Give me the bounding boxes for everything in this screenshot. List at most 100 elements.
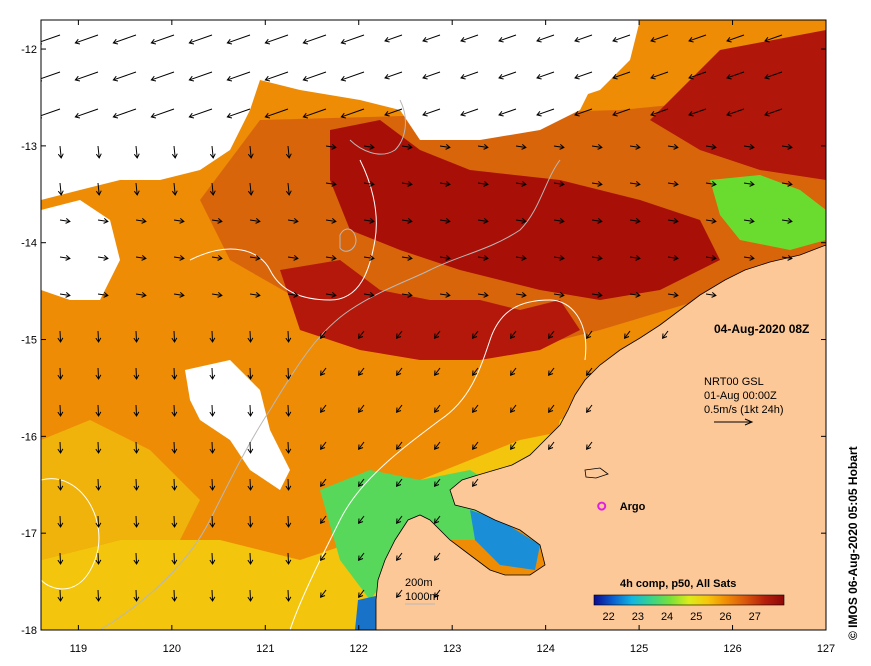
current-vector <box>211 330 214 343</box>
current-vector <box>781 256 792 259</box>
current-vector-head <box>320 333 326 339</box>
current-vector-head <box>320 592 326 598</box>
current-vector-head <box>472 333 478 339</box>
current-vector-head <box>74 38 81 45</box>
current-vector <box>249 515 252 528</box>
current-vector <box>434 441 441 450</box>
current-vector-head <box>209 448 216 454</box>
current-vector <box>591 145 602 148</box>
current-vector-head <box>635 181 641 187</box>
current-vector-head <box>483 292 489 298</box>
cloud-central <box>185 360 290 490</box>
current-vector <box>341 108 365 118</box>
current-vector <box>211 515 214 528</box>
current-vector <box>536 71 555 79</box>
current-vector <box>59 219 70 222</box>
current-vector-head <box>141 292 147 298</box>
current-vector-head <box>209 411 216 417</box>
current-vector <box>363 293 374 296</box>
current-vector-head <box>171 559 178 565</box>
current-vector-head <box>171 153 178 159</box>
current-vector <box>151 34 175 44</box>
current-vector-head <box>285 596 292 602</box>
current-vector-head <box>179 218 185 224</box>
current-vector-head <box>188 75 195 82</box>
current-vector <box>477 293 488 296</box>
current-vector <box>396 515 403 524</box>
current-vector <box>591 293 602 296</box>
current-vector-head <box>171 374 178 380</box>
current-vector <box>515 145 526 148</box>
current-vector-head <box>407 181 413 187</box>
current-vector <box>59 552 62 565</box>
current-vector-head <box>57 522 64 528</box>
current-vector <box>249 589 252 602</box>
current-vector <box>135 145 138 158</box>
current-vector <box>384 34 403 42</box>
current-vector <box>553 256 564 259</box>
current-vector-head <box>179 255 185 261</box>
current-vector <box>287 219 298 222</box>
current-vector <box>325 182 336 185</box>
current-vector-head <box>749 181 755 187</box>
current-vector <box>460 108 479 116</box>
current-vector <box>650 34 669 42</box>
current-vector <box>135 552 138 565</box>
current-vector <box>173 441 176 454</box>
current-vector <box>211 256 222 259</box>
credit-text: © IMOS 06-Aug-2020 05:05 Hobart <box>846 446 860 640</box>
current-vector-head <box>726 36 732 43</box>
current-vector-head <box>112 112 119 119</box>
bathy-1000m-label: 1000m <box>405 591 439 603</box>
current-vector <box>548 404 555 413</box>
current-vector <box>173 293 184 296</box>
current-vector <box>325 293 336 296</box>
current-vector-head <box>255 255 261 261</box>
current-vector <box>612 34 631 42</box>
current-vector <box>135 256 146 259</box>
current-vector <box>358 478 365 487</box>
current-vector <box>650 71 669 79</box>
current-vector-head <box>209 190 216 196</box>
current-vector <box>781 182 792 185</box>
current-vector <box>135 404 138 417</box>
current-vector-head <box>472 481 478 487</box>
colorbar-tick-label: 23 <box>632 611 644 623</box>
contour-1000m-north <box>349 99 406 155</box>
lat-tick-label: -13 <box>21 141 37 153</box>
current-vector-head <box>133 411 140 417</box>
current-vector <box>227 34 251 44</box>
current-vector <box>135 367 138 380</box>
current-vector <box>249 552 252 565</box>
current-vector <box>320 552 327 561</box>
colorbar-tick-label: 25 <box>690 611 702 623</box>
current-vector <box>472 404 479 413</box>
current-vector-head <box>95 337 102 343</box>
current-vector-head <box>548 333 554 339</box>
current-vector <box>422 34 441 42</box>
current-vector <box>358 552 365 561</box>
current-vector <box>173 330 176 343</box>
current-vector <box>434 367 441 376</box>
current-vector-head <box>787 144 793 150</box>
sst-green-east <box>710 175 826 250</box>
lon-tick-label: 127 <box>817 643 835 655</box>
current-vector <box>75 108 99 118</box>
lon-tick-label: 119 <box>70 643 88 655</box>
current-vector-head <box>369 255 375 261</box>
current-vector <box>586 404 593 413</box>
current-vector <box>460 71 479 79</box>
sst-hot-core <box>330 120 720 300</box>
current-vector-head <box>510 370 516 376</box>
current-vector <box>553 293 564 296</box>
current-vector-head <box>247 411 254 417</box>
current-vector-head <box>460 110 466 117</box>
current-vector <box>705 219 716 222</box>
current-vector <box>472 367 479 376</box>
current-vector-head <box>150 75 157 82</box>
current-vector <box>151 108 175 118</box>
current-vector <box>434 552 441 561</box>
current-vector-head <box>536 36 542 43</box>
current-vector-head <box>726 73 732 80</box>
